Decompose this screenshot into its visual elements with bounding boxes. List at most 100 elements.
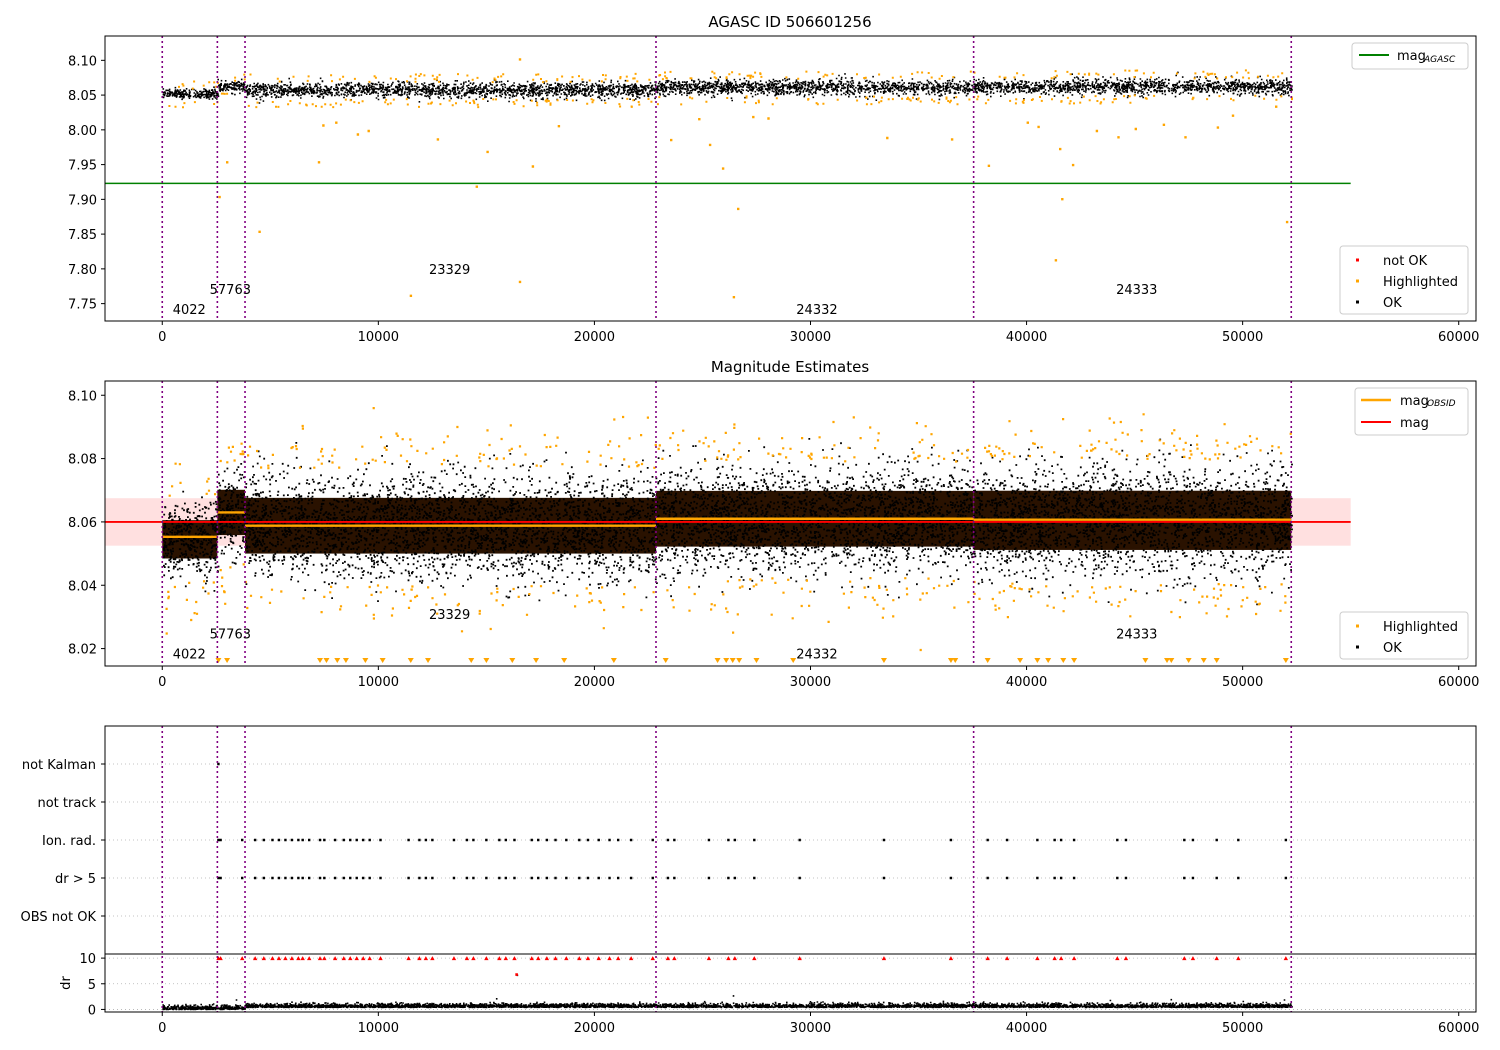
dr-tick-label: 0: [88, 1003, 96, 1018]
ok-points: [162, 86, 219, 101]
obsid-label: 24333: [1116, 283, 1157, 298]
ok-points: [245, 77, 658, 104]
lower-limit-marker: [1142, 658, 1149, 663]
agasc-panel: AGASC ID 506601256 4022 57763 23329 24332 24…: [68, 13, 1479, 345]
legend-label: not OK: [1383, 254, 1428, 269]
agasc-points: [162, 58, 1293, 299]
ok-points: [656, 73, 976, 102]
lower-limit-marker: [1034, 658, 1041, 663]
x-tick-label: 20000: [574, 675, 615, 690]
legend-box: [1339, 245, 1469, 315]
legend-sub: OBSID: [1427, 399, 1456, 409]
x-tick-label: 0: [158, 330, 166, 345]
dr-tick-label: 5: [88, 978, 96, 993]
estimate-overlays: 4022 57763 23329 24332 24333: [105, 381, 1351, 666]
lower-limit-marker: [1213, 658, 1220, 663]
agasc-axes: 0 10000 20000 30000 40000 50000 60000 7.75 7.80 7…: [68, 35, 1479, 345]
lower-limit-marker: [483, 658, 490, 663]
legend-box: [1351, 42, 1469, 70]
lower-limit-marker: [342, 658, 349, 663]
lower-limit-marker: [1164, 658, 1171, 663]
y-tick-label: 8.10: [68, 389, 97, 404]
lower-limit-marker: [1168, 658, 1175, 663]
x-tick-label: 50000: [1222, 675, 1263, 690]
legend-label: OK: [1383, 296, 1402, 311]
legend-box: [1339, 611, 1469, 660]
y-tick-label: 7.75: [68, 298, 97, 313]
lower-limit-marker: [610, 658, 617, 663]
lower-limit-marker: [790, 658, 797, 663]
lower-limit-marker: [1017, 658, 1024, 663]
obsid-label: 57763: [210, 627, 251, 642]
lower-limit-marker: [316, 658, 323, 663]
x-tick-label: 0: [158, 675, 166, 690]
flags-content: [105, 726, 1476, 1012]
flag-points: [217, 762, 1288, 880]
y-tick-label: 8.05: [68, 89, 97, 104]
lower-limit-marker: [425, 658, 432, 663]
legend-label: Highlighted: [1383, 275, 1458, 290]
lower-limit-marker: [1071, 658, 1078, 663]
obsid-label: 23329: [429, 608, 470, 623]
dr-points: [162, 974, 1293, 1011]
highlighted-points: [165, 407, 1292, 652]
ok-points: [217, 78, 246, 97]
legend-marker: [1356, 300, 1359, 304]
lower-limit-marker: [323, 658, 330, 663]
agasc-overlays: 4022 57763 23329 24332 24333: [105, 36, 1351, 321]
y-tick-label: 7.95: [68, 159, 97, 174]
obsid-label: 24332: [796, 647, 837, 662]
ok-points: [973, 71, 1293, 100]
ok-points: [973, 438, 1293, 606]
obsid-label: 23329: [429, 263, 470, 278]
legend-marker: [1356, 624, 1359, 628]
lower-limit-marker: [723, 658, 730, 663]
x-tick-label: 60000: [1438, 1021, 1479, 1036]
lower-limit-marker: [561, 658, 568, 663]
lower-limit-marker: [1045, 658, 1052, 663]
legend-points-agasc: not OK Highlighted OK: [1339, 245, 1469, 315]
plot-frame: [104, 35, 1477, 322]
x-tick-label: 20000: [574, 1021, 615, 1036]
lower-limit-marker: [468, 658, 475, 663]
lower-limit-marker: [1200, 658, 1207, 663]
dr-axis-label: dr: [59, 976, 74, 990]
x-tick-label: 40000: [1006, 330, 1047, 345]
lower-limit-marker: [533, 658, 540, 663]
x-tick-label: 40000: [1006, 1021, 1047, 1036]
flag-category-label: not track: [37, 796, 96, 811]
lower-limit-marker: [224, 658, 231, 663]
panel-title-agasc: AGASC ID 506601256: [708, 13, 871, 31]
obsid-label: 24333: [1116, 627, 1157, 642]
legend-marker: [1356, 279, 1359, 283]
x-tick-label: 10000: [358, 1021, 399, 1036]
legend-label: OK: [1383, 641, 1402, 656]
magnitude-estimates-panel: Magnitude Estimates 4022 57763 23329 24332 2…: [68, 358, 1479, 690]
legend-label: Highlighted: [1383, 620, 1458, 635]
obsid-label: 4022: [173, 303, 206, 318]
lower-limit-marker: [334, 658, 341, 663]
dr-clipped-markers: [216, 956, 1289, 976]
lower-limit-marker: [1060, 658, 1067, 663]
x-tick-label: 60000: [1438, 675, 1479, 690]
x-tick-label: 10000: [358, 330, 399, 345]
legend-marker: [1356, 258, 1359, 262]
lower-limit-marker: [714, 658, 721, 663]
flag-category-label: dr > 5: [55, 872, 96, 887]
y-tick-label: 8.08: [68, 453, 97, 468]
x-tick-label: 60000: [1438, 330, 1479, 345]
lower-limit-marker: [215, 658, 222, 663]
flags-axes: not Kalman not track Ion. rad. dr > 5 OBS no…: [21, 725, 1479, 1036]
x-tick-label: 30000: [790, 675, 831, 690]
x-tick-label: 40000: [1006, 675, 1047, 690]
plot-frame: [104, 725, 1477, 1013]
y-tick-label: 7.85: [68, 228, 97, 243]
y-tick-label: 7.90: [68, 193, 97, 208]
legend-label: mag: [1400, 394, 1429, 409]
obsid-label: 24332: [796, 303, 837, 318]
x-tick-label: 10000: [358, 675, 399, 690]
legend-label: mag: [1400, 416, 1429, 431]
